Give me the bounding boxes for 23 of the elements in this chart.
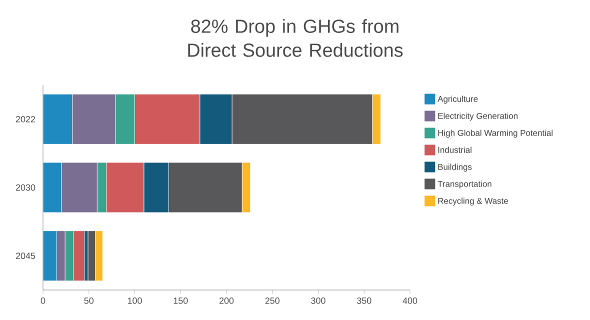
x-tick-label: 50 <box>84 298 94 304</box>
legend-label: Agriculture <box>438 96 478 104</box>
bar <box>43 94 73 144</box>
bar <box>43 162 62 213</box>
x-tick-label: 0 <box>40 298 46 304</box>
x-tick-label: 350 <box>356 298 372 304</box>
legend-label: Buildings <box>438 164 472 172</box>
x-tick-label: 250 <box>265 298 280 304</box>
y-tick-label: 2045 <box>16 252 36 260</box>
legend-label: Electricity Generation <box>438 112 518 121</box>
legend-label: Transportation <box>438 180 492 189</box>
x-tick-label: 300 <box>311 298 326 304</box>
bar <box>43 230 57 282</box>
legend-label: Industrial <box>438 146 472 153</box>
x-tick-label: 100 <box>128 298 142 304</box>
x-tick-label: 200 <box>219 298 234 304</box>
legend-label: High Global Warming Potential <box>438 130 552 138</box>
y-tick-label: 2022 <box>16 116 36 122</box>
legend-label: Recycling & Waste <box>438 198 508 206</box>
x-tick-label: 400 <box>402 298 418 304</box>
chart-title: 82% Drop in GHGs from Direct Source Reductions <box>188 19 403 57</box>
x-tick-label: 150 <box>174 298 188 304</box>
y-tick-label: 2030 <box>16 184 36 191</box>
